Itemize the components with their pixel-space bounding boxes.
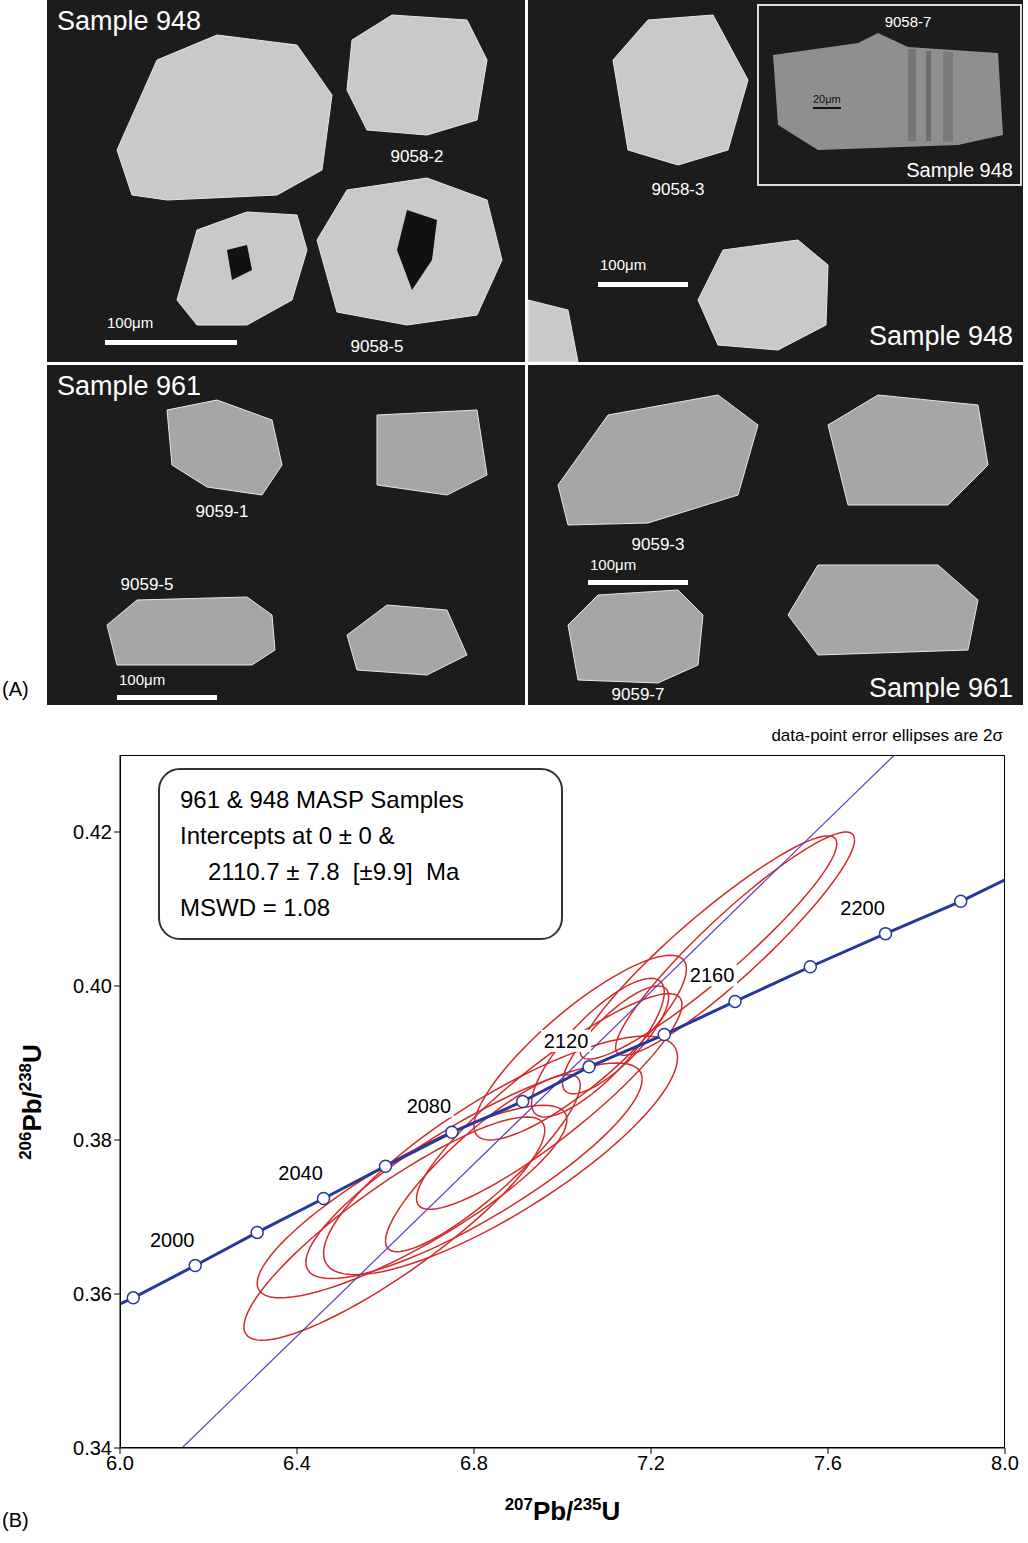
svg-text:9058-2: 9058-2 [391,147,444,166]
svg-text:9058-5: 9058-5 [351,337,404,356]
svg-text:100μm: 100μm [590,556,636,573]
html-text:961 & 948 MASP Samples: 961 & 948 MASP Samples [180,786,464,813]
svg-text:6.0: 6.0 [106,1452,134,1475]
html-text:2110.7 ± 7.8 [±9.9] Ma: 2110.7 ± 7.8 [±9.9] Ma [208,858,460,885]
svg-text:Sample 948: Sample 948 [57,6,201,36]
svg-text:0.42: 0.42 [73,821,112,843]
svg-text:0.36: 0.36 [73,1283,112,1305]
svg-text:8.0: 8.0 [991,1452,1019,1474]
svg-text:2120: 2120 [544,1030,589,1052]
svg-text:100μm: 100μm [600,256,646,273]
svg-text:9058-7: 9058-7 [885,13,932,30]
html-text:Pb/: Pb/ [16,1090,47,1132]
svg-text:Sample 948: Sample 948 [869,321,1013,351]
svg-text:9058-3: 9058-3 [652,180,705,199]
svg-text:0.34: 0.34 [73,1437,112,1459]
svg-text:7.6: 7.6 [814,1452,842,1474]
svg-text:0.38: 0.38 [73,1129,112,1151]
svg-text:9059-1: 9059-1 [196,502,249,521]
svg-text:9059-5: 9059-5 [121,575,174,594]
html-text:(A): (A) [2,678,29,700]
svg-text:Sample 948: Sample 948 [906,159,1013,181]
svg-text:2040: 2040 [278,1162,323,1184]
svg-text:7.2: 7.2 [637,1452,665,1474]
svg-text:100μm: 100μm [107,314,153,331]
svg-text:20μm: 20μm [813,93,841,105]
svg-text:6.4: 6.4 [283,1452,311,1474]
svg-text:Sample 961: Sample 961 [57,371,201,401]
svg-text:0.40: 0.40 [73,975,112,997]
html-text:data-point error ellipses are: data-point error ellipses are 2σ [771,726,1003,745]
svg-text:9059-3: 9059-3 [632,535,685,554]
svg-text:9059-7: 9059-7 [612,685,665,704]
html-text:207Pb/235U: 207Pb/235U [504,1495,621,1526]
svg-text:Sample 961: Sample 961 [869,673,1013,703]
svg-text:100μm: 100μm [119,671,165,688]
svg-text:2200: 2200 [840,897,885,919]
svg-text:2080: 2080 [407,1095,452,1117]
html-text:Intercepts at 0 ± 0 &: Intercepts at 0 ± 0 & [180,822,395,849]
svg-text:2000: 2000 [150,1229,195,1251]
html-text:206: 206 [16,1131,36,1160]
html-text:(B): (B) [2,1509,29,1531]
svg-text:6.8: 6.8 [460,1452,488,1474]
html-text:238: 238 [16,1062,36,1091]
svg-text:2160: 2160 [690,964,735,986]
html-text:MSWD = 1.08: MSWD = 1.08 [180,894,330,921]
html-text:U: U [16,1043,47,1063]
